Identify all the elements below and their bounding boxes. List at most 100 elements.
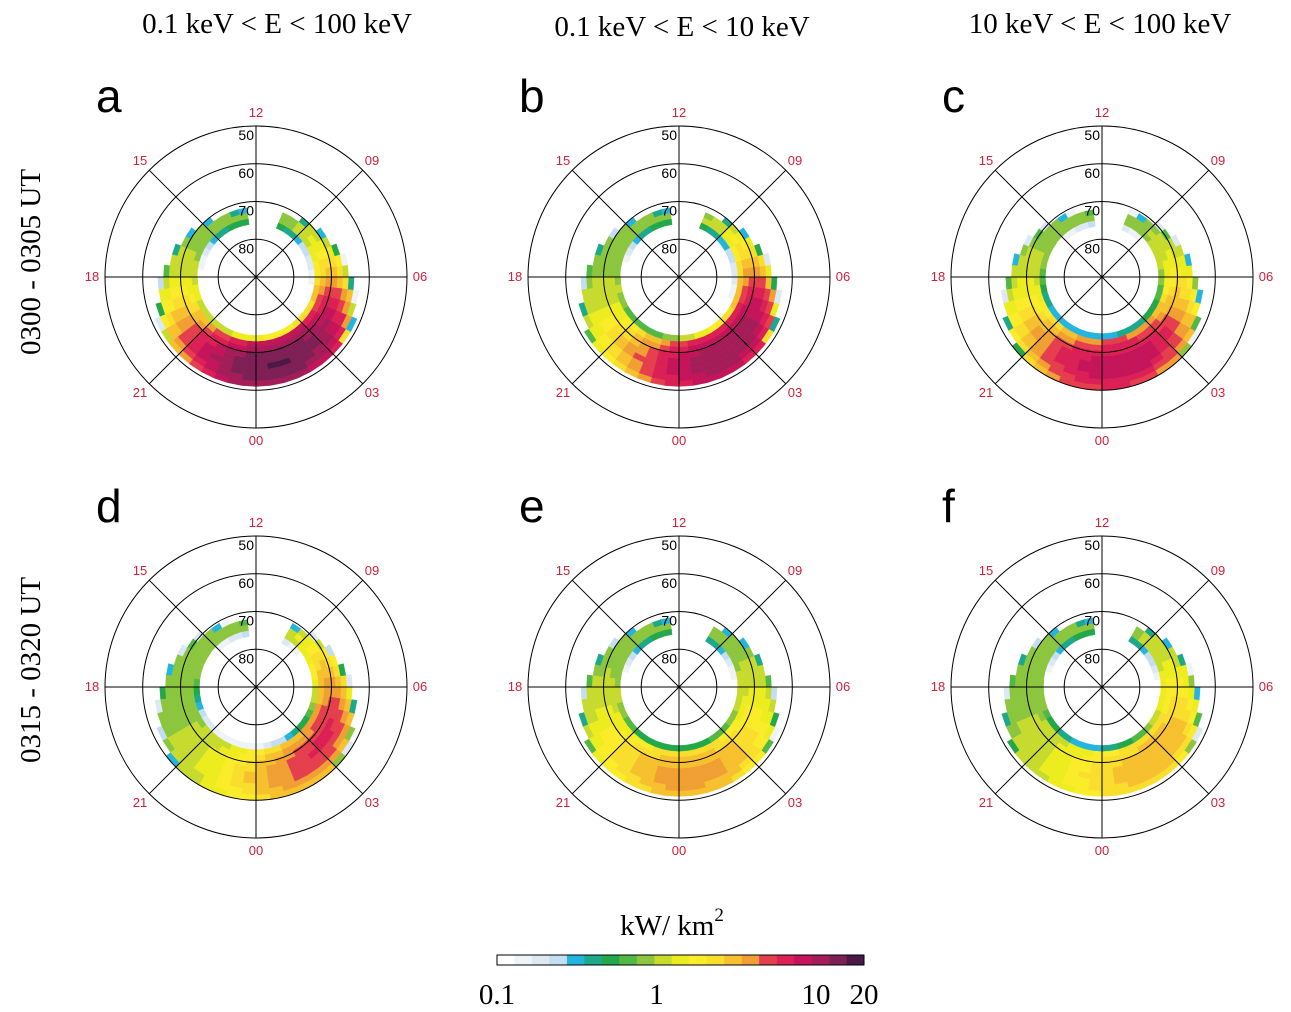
flux-cell (165, 687, 171, 699)
flux-cell (308, 269, 314, 277)
colorbar-tick-label: 10 (802, 979, 831, 1011)
flux-cell (312, 679, 318, 687)
flux-cell (1160, 687, 1166, 695)
latitude-label-70: 70 (238, 203, 254, 219)
flux-cell (308, 277, 314, 285)
flux-cell (169, 277, 175, 288)
mlt-spoke (256, 580, 363, 687)
flux-cell (1094, 333, 1102, 339)
flux-cell (1028, 277, 1034, 287)
flux-cell (765, 265, 771, 277)
colorbar-cell (637, 955, 655, 965)
mlt-label-03: 03 (788, 385, 802, 400)
flux-cell (335, 676, 341, 687)
colorbar-cell (707, 955, 725, 965)
mlt-label-00: 00 (249, 843, 263, 858)
panel-letter-d: d (96, 480, 122, 532)
flux-cell (679, 790, 693, 797)
flux-cell (329, 687, 335, 697)
flux-cell (1023, 267, 1029, 277)
flux-cell (1158, 277, 1164, 285)
flux-cell (1158, 269, 1164, 277)
flux-cell (256, 380, 270, 387)
mlt-label-06: 06 (1259, 269, 1273, 284)
flux-cell (621, 679, 627, 687)
flux-cell (1183, 676, 1189, 687)
mlt-label-21: 21 (133, 795, 147, 810)
flux-cell (1010, 687, 1016, 699)
flux-cell (671, 745, 679, 751)
flux-cell (1166, 687, 1172, 696)
mlt-label-06: 06 (413, 269, 427, 284)
mlt-label-09: 09 (788, 153, 802, 168)
colorbar-cells (497, 955, 864, 965)
flux-cell (1093, 339, 1102, 345)
flux-cell (679, 768, 690, 774)
colorbar-cell (549, 955, 567, 965)
flux-cell (679, 784, 693, 791)
flux-cell (666, 779, 679, 785)
flux-cell (346, 674, 353, 687)
flux-cell (1011, 265, 1017, 277)
mlt-label-12: 12 (249, 105, 263, 120)
colorbar-cell (812, 955, 830, 965)
flux-cell (679, 335, 687, 341)
flux-cell (186, 277, 192, 286)
flux-cell (348, 277, 354, 290)
flux-cell (1017, 266, 1023, 277)
mlt-label-15: 15 (556, 563, 570, 578)
flux-cell (1089, 779, 1102, 785)
latitude-label-50: 50 (661, 537, 677, 553)
mlt-label-18: 18 (931, 269, 945, 284)
flux-cell (1091, 768, 1102, 774)
colorbar-cell (689, 955, 707, 965)
latitude-label-60: 60 (238, 165, 254, 181)
flux-cell (1015, 676, 1021, 687)
flux-cell (256, 771, 268, 777)
mlt-label-03: 03 (365, 385, 379, 400)
flux-cell (679, 751, 688, 757)
flux-cell (256, 777, 269, 784)
flux-cell (320, 268, 326, 277)
flux-cell (760, 676, 766, 687)
flux-cell (171, 676, 177, 687)
flux-cell (581, 687, 587, 700)
latitude-label-80: 80 (1084, 240, 1100, 256)
mlt-label-09: 09 (365, 153, 379, 168)
flux-cell (731, 277, 737, 285)
mlt-label-09: 09 (1211, 563, 1225, 578)
flux-cell (340, 687, 346, 699)
flux-cell (667, 773, 679, 779)
flux-cell (314, 277, 320, 285)
colorbar-cell (847, 955, 865, 965)
mlt-label-15: 15 (556, 153, 570, 168)
flux-cell (246, 754, 256, 760)
mlt-label-15: 15 (979, 563, 993, 578)
latitude-label-50: 50 (1084, 127, 1100, 143)
flux-cell (256, 341, 265, 347)
flux-cell (1088, 790, 1102, 797)
flux-cell (1032, 687, 1038, 696)
flux-cell (243, 369, 256, 375)
mlt-spoke (1102, 170, 1209, 277)
flux-cell (192, 269, 198, 277)
flux-cell (256, 754, 266, 760)
flux-cell (186, 268, 192, 277)
flux-cell (256, 749, 265, 755)
flux-cell (765, 675, 771, 687)
flux-cell (1181, 277, 1187, 288)
mlt-label-03: 03 (1211, 385, 1225, 400)
flux-cell (615, 277, 621, 285)
mlt-label-03: 03 (788, 795, 802, 810)
flux-cell (1192, 264, 1199, 277)
flux-cell (256, 335, 264, 341)
colorbar-cell (497, 955, 515, 965)
flux-cell (668, 358, 679, 364)
flux-cell (743, 687, 749, 696)
latitude-label-60: 60 (1084, 575, 1100, 591)
flux-cell (323, 677, 329, 687)
flux-cell (164, 265, 170, 277)
flux-cell (1169, 277, 1175, 287)
mlt-label-15: 15 (979, 153, 993, 168)
flux-cell (1040, 269, 1046, 277)
